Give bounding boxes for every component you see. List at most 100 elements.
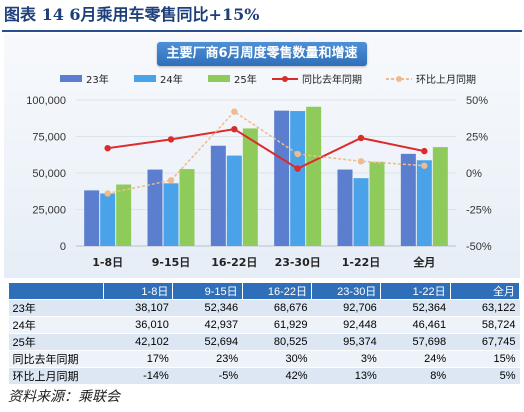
row-label: 环比上月同期	[8, 367, 104, 385]
x-tick-label: 全月	[412, 255, 435, 269]
y-right-tick-label: 50%	[466, 95, 488, 107]
table-cell: -14%	[103, 367, 173, 385]
y-right-tick-label: -25%	[466, 205, 492, 217]
table-cell: 36,010	[103, 316, 173, 334]
table-header-cell: 全月	[449, 282, 521, 300]
data-table: 1-8日 9-15日 16-22日 23-30日 1-22日 全月 23年 38…	[8, 282, 521, 385]
row-label: 同比去年同期	[8, 350, 104, 368]
bar-24年	[226, 155, 242, 246]
legend-label: 23年	[86, 73, 109, 86]
bar-25年	[242, 128, 258, 246]
point-同比去年同期	[294, 165, 301, 172]
table-cell: 92,706	[311, 299, 381, 317]
point-同比去年同期	[357, 134, 365, 142]
legend-label: 24年	[160, 73, 183, 86]
table-cell: 80,525	[242, 333, 312, 351]
line-环比上月同期	[107, 110, 425, 195]
bar-25年	[432, 147, 448, 246]
table-cell: 17%	[103, 350, 173, 368]
table-cell: 67,745	[450, 333, 520, 351]
chart-svg: 0 25,000 50,000 75,000 100,000 -50% -25% 0% 25% 5…	[26, 73, 492, 269]
bar-25年	[369, 161, 385, 246]
chart-panel: 0 25,000 50,000 75,000 100,000 -50% -25% 0% 25% 5…	[4, 34, 520, 278]
table-cell: 5%	[450, 367, 520, 385]
bar-25年	[306, 106, 322, 246]
bar-24年	[416, 160, 432, 246]
legend-marker	[396, 76, 402, 82]
y-left-tick-label: 50,000	[32, 168, 66, 180]
table-header-cell: 23-30日	[310, 282, 382, 300]
table-cell: 58,724	[450, 316, 520, 334]
table-header-cell: 1-8日	[102, 282, 174, 300]
bar-23年	[337, 169, 353, 246]
table-cell: 42%	[242, 367, 312, 385]
table-cell: 42,937	[172, 316, 243, 334]
table-header-cell: 1-22日	[380, 282, 451, 300]
legend-swatch	[208, 75, 230, 82]
point-同比去年同期	[167, 136, 175, 143]
table-header-cell: 9-15日	[172, 282, 243, 300]
bar-23年	[274, 110, 290, 247]
point-环比上月同期	[231, 108, 238, 115]
table-cell: 30%	[242, 350, 312, 368]
table-row: 25年 42,102 52,694 80,525 95,374 57,698 6…	[8, 333, 520, 351]
y-left-tick-label: 75,000	[32, 132, 66, 144]
row-label: 25年	[8, 333, 104, 351]
point-环比上月同期	[167, 177, 175, 184]
table-cell: 13%	[311, 367, 381, 385]
table-header-cell	[8, 282, 104, 300]
bar-23年	[210, 145, 226, 246]
table-cell: 24%	[380, 350, 451, 368]
bar-24年	[100, 193, 116, 246]
legend-swatch	[134, 75, 156, 82]
row-label: 24年	[8, 316, 104, 334]
table-header-row: 1-8日 9-15日 16-22日 23-30日 1-22日 全月	[8, 282, 521, 300]
table-cell: 61,929	[242, 316, 312, 334]
row-label: 23年	[8, 299, 104, 317]
title-divider	[2, 30, 522, 32]
y-right-tick-label: -50%	[466, 241, 492, 253]
bar-24年	[353, 178, 369, 246]
table-cell: 57,698	[380, 333, 451, 351]
point-环比上月同期	[357, 158, 365, 165]
bar-23年	[400, 153, 416, 246]
point-同比去年同期	[104, 144, 111, 152]
legend-label: 环比上月同期	[416, 74, 476, 86]
point-同比去年同期	[421, 147, 428, 155]
table-cell: 95,374	[311, 333, 381, 351]
table-cell: 92,448	[311, 316, 381, 334]
x-tick-label: 23-30日	[275, 256, 321, 269]
table-cell: 52,694	[172, 333, 243, 351]
table-header-cell: 16-22日	[241, 282, 312, 300]
table-cell: 23%	[172, 350, 243, 368]
bar-25年	[179, 169, 195, 246]
point-同比去年同期	[231, 126, 238, 133]
line-同比去年同期	[107, 128, 425, 170]
source-note: 资料来源：乘联会	[8, 389, 120, 405]
y-right-tick-label: 0%	[466, 168, 482, 180]
point-环比上月同期	[104, 190, 111, 197]
table-cell: 52,346	[172, 299, 243, 317]
table-row: 24年 36,010 42,937 61,929 92,448 46,461 5…	[8, 316, 520, 334]
table-cell: 8%	[380, 367, 451, 385]
table-row: 23年 38,107 52,346 68,676 92,706 52,364 6…	[8, 299, 520, 317]
bar-24年	[290, 111, 306, 247]
table-cell: 15%	[450, 350, 520, 368]
table-cell: 63,122	[450, 299, 520, 317]
table-row: 环比上月同期 -14% -5% 42% 13% 8% 5%	[8, 367, 520, 385]
y-left-tick-label: 100,000	[26, 95, 66, 107]
x-tick-label: 1-22日	[342, 256, 381, 269]
bar-25年	[116, 184, 132, 246]
table-cell: 42,102	[103, 333, 173, 351]
legend-swatch	[60, 75, 82, 82]
figure-title: 图表 14 6月乘用车零售同比+15%	[4, 5, 260, 24]
point-环比上月同期	[421, 162, 428, 169]
table-cell: 46,461	[380, 316, 451, 334]
bar-24年	[163, 183, 179, 246]
bar-23年	[147, 169, 163, 246]
table-cell: 68,676	[242, 299, 312, 317]
legend-label: 同比去年同期	[302, 73, 362, 86]
y-left-tick-label: 25,000	[32, 205, 66, 217]
table-cell: 3%	[311, 350, 381, 368]
legend-marker	[282, 76, 288, 82]
